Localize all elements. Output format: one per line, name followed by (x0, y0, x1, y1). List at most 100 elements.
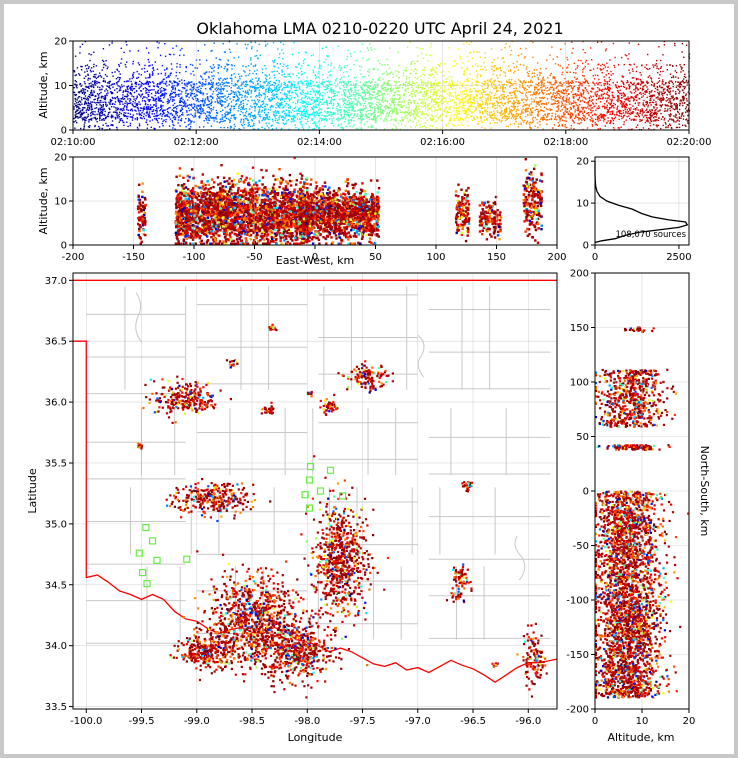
time-altitude-point (283, 83, 286, 86)
time-altitude-point (496, 122, 498, 124)
time-altitude-point (263, 87, 265, 89)
time-altitude-point (274, 82, 276, 84)
time-altitude-point (179, 100, 181, 102)
time-altitude-point (302, 114, 304, 116)
time-altitude-point (606, 70, 608, 72)
time-altitude-point (101, 69, 103, 71)
time-altitude-point (119, 73, 121, 75)
time-altitude-point (109, 91, 112, 93)
time-altitude-point (618, 86, 620, 88)
time-altitude-point (337, 103, 340, 105)
time-altitude-point (680, 117, 682, 119)
time-altitude-point (595, 91, 597, 93)
time-altitude-point (212, 83, 214, 85)
time-altitude-point (339, 118, 341, 121)
time-altitude-point (684, 102, 686, 104)
time-altitude-point (574, 117, 576, 120)
time-altitude-point (129, 113, 131, 115)
time-altitude-point (355, 94, 357, 96)
time-altitude-point (512, 116, 514, 118)
time-altitude-point (607, 95, 610, 97)
time-altitude-point (569, 106, 572, 109)
time-altitude-point (359, 118, 361, 120)
time-altitude-point (640, 74, 642, 76)
time-altitude-point (386, 74, 388, 76)
time-altitude-point (429, 125, 431, 127)
time-altitude-point (390, 88, 392, 90)
time-altitude-point (245, 83, 247, 85)
time-altitude-point (477, 102, 480, 105)
time-altitude-point (393, 104, 396, 106)
time-altitude-point (386, 58, 388, 61)
time-altitude-point (228, 41, 231, 43)
time-altitude-point (464, 101, 466, 104)
time-altitude-point (300, 67, 302, 70)
time-altitude-point (670, 114, 672, 116)
time-altitude-point (671, 96, 673, 98)
time-altitude-point (616, 107, 618, 109)
time-altitude-point (537, 77, 539, 79)
time-altitude-point (540, 97, 543, 99)
time-altitude-point (274, 93, 276, 96)
time-altitude-point (449, 100, 452, 102)
time-altitude-point (203, 120, 205, 122)
time-altitude-point (577, 59, 580, 62)
time-altitude-point (472, 98, 475, 101)
time-altitude-point (543, 85, 546, 87)
time-altitude-point (243, 123, 246, 126)
time-altitude-point (598, 88, 601, 90)
time-altitude-point (78, 112, 80, 114)
time-altitude-point (83, 89, 85, 91)
time-altitude-point (280, 98, 282, 100)
time-altitude-point (145, 92, 147, 94)
time-altitude-point (491, 113, 493, 115)
time-altitude-point (108, 82, 110, 85)
time-altitude-point (396, 98, 398, 100)
time-altitude-point (495, 68, 498, 71)
time-altitude-point (336, 102, 339, 105)
time-altitude-point (377, 83, 379, 85)
time-altitude-point (380, 105, 383, 107)
time-altitude-point (404, 116, 406, 118)
time-altitude-point (543, 118, 545, 120)
time-altitude-point (436, 114, 438, 116)
time-altitude-point (461, 95, 463, 97)
time-altitude-point (169, 74, 171, 76)
time-altitude-point (78, 107, 80, 109)
time-altitude-point (180, 109, 182, 112)
time-altitude-point (627, 99, 629, 101)
time-altitude-point (127, 88, 129, 91)
time-altitude-point (202, 108, 204, 110)
time-altitude-point (661, 93, 664, 95)
time-altitude-point (354, 110, 357, 112)
time-altitude-point (279, 103, 281, 105)
time-altitude-point (622, 76, 625, 78)
time-altitude-point (537, 111, 540, 114)
time-altitude-point (556, 115, 559, 117)
time-altitude-point (317, 99, 319, 101)
time-altitude-point (415, 72, 417, 75)
time-altitude-point (610, 70, 612, 73)
time-altitude-point (297, 95, 299, 98)
time-altitude-point (379, 107, 382, 109)
time-altitude-point (534, 86, 536, 88)
time-altitude-point (523, 101, 525, 104)
time-altitude-point (348, 102, 351, 104)
time-altitude-point (369, 43, 371, 45)
time-altitude-point (330, 81, 332, 83)
time-altitude-point (377, 90, 379, 92)
time-altitude-point (309, 113, 312, 116)
time-altitude-point (451, 82, 454, 84)
time-altitude-point (479, 90, 481, 92)
time-altitude-point (146, 127, 149, 129)
time-altitude-point (371, 87, 373, 89)
time-altitude-point (296, 109, 298, 111)
time-altitude-point (311, 107, 314, 110)
time-altitude-point (502, 112, 505, 115)
time-altitude-point (652, 123, 655, 126)
time-altitude-point (688, 102, 691, 104)
time-altitude-point (561, 71, 564, 73)
time-altitude-point (198, 126, 201, 128)
time-altitude-point (511, 113, 513, 115)
time-altitude-point (513, 105, 515, 107)
